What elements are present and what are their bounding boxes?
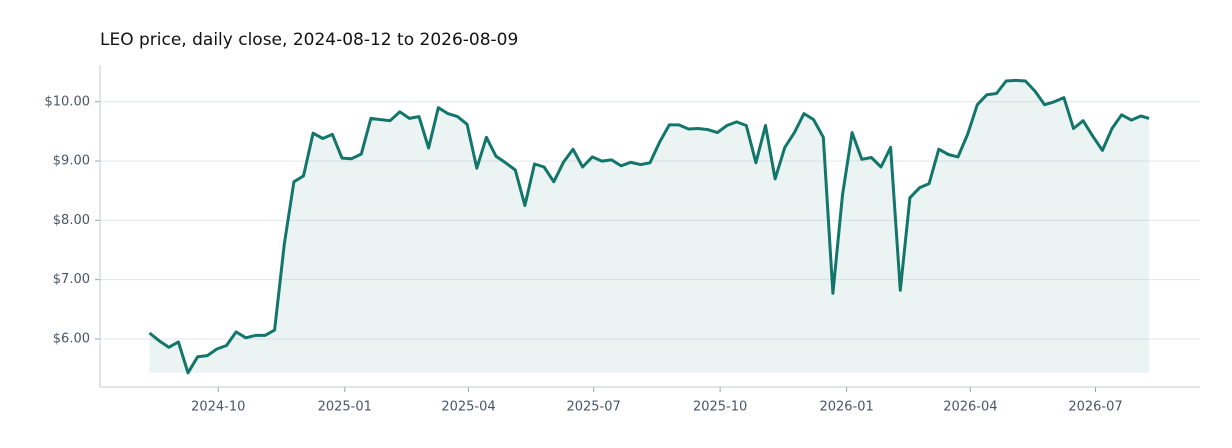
x-tick-label: 2025-10 bbox=[693, 400, 747, 415]
x-tick-label: 2025-04 bbox=[441, 400, 495, 415]
y-tick-label: $8.00 bbox=[53, 213, 90, 228]
y-tick-label: $7.00 bbox=[53, 272, 90, 287]
area-fill bbox=[149, 80, 1150, 373]
chart-title: LEO price, daily close, 2024-08-12 to 20… bbox=[100, 30, 518, 50]
x-tick-label: 2026-04 bbox=[943, 400, 997, 415]
x-tick-label: 2026-07 bbox=[1068, 400, 1122, 415]
x-tick-label: 2025-07 bbox=[566, 400, 620, 415]
y-tick-label: $10.00 bbox=[45, 94, 91, 109]
x-tick-label: 2024-10 bbox=[191, 400, 245, 415]
price-line bbox=[148, 78, 1150, 375]
x-tick-label: 2025-01 bbox=[318, 400, 372, 415]
y-tick-label: $9.00 bbox=[53, 154, 90, 169]
y-tick-label: $6.00 bbox=[53, 331, 90, 346]
x-tick-label: 2026-01 bbox=[819, 400, 873, 415]
